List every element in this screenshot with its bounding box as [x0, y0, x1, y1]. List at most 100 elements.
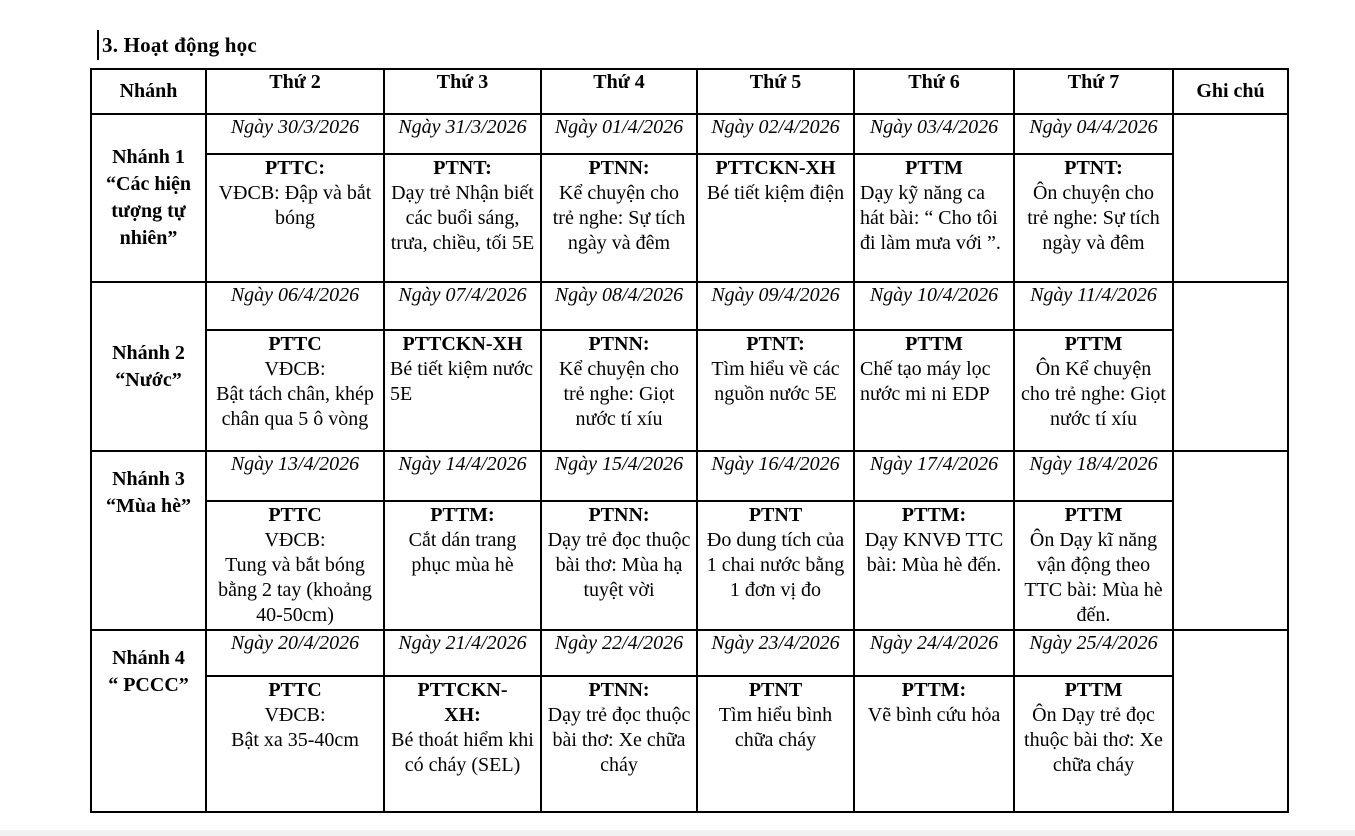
- activity-description: Ôn Dạy kĩ năng vận động theo TTC bài: Mù…: [1024, 529, 1163, 626]
- date-cell: Ngày 31/3/2026: [383, 113, 542, 155]
- activity-domain-label: PTTM:: [901, 504, 967, 526]
- activity-domain-label: PTTC: [268, 504, 322, 526]
- activity-description: Kể chuyện cho trẻ nghe: Giọt nước tí xíu: [559, 358, 679, 430]
- date-cell: Ngày 07/4/2026: [383, 281, 542, 331]
- date-cell: Ngày 21/4/2026: [383, 629, 542, 677]
- page-title-text: 3. Hoạt động học: [102, 32, 257, 57]
- activity-cell: PTTCKN-XH Bé tiết kiệm điện: [696, 153, 855, 283]
- column-header-thu-7: Thứ 7: [1013, 68, 1174, 115]
- activity-cell: PTNN: Kể chuyện cho trẻ nghe: Giọt nước …: [540, 329, 698, 452]
- page-title: 3. Hoạt động học: [97, 30, 257, 60]
- activity-description: Cắt dán trang phục mùa hè: [408, 529, 517, 576]
- activity-cell: PTNN: Dạy trẻ đọc thuộc bài thơ: Mùa hạ …: [540, 500, 698, 631]
- activity-cell: PTNT: Ôn chuyện cho trẻ nghe: Sự tích ng…: [1013, 153, 1174, 283]
- activity-description: Ôn Kể chuyện cho trẻ nghe: Giọt nước tí …: [1021, 358, 1166, 430]
- activity-domain-label: PTTC:: [265, 157, 325, 179]
- activity-description: VĐCB: Tung và bắt bóng bằng 2 tay (khoản…: [218, 529, 372, 626]
- branch-cell: Nhánh 1 “Các hiện tượng tự nhiên”: [90, 113, 207, 283]
- activity-domain-label: PTTC: [268, 679, 322, 701]
- date-cell: Ngày 17/4/2026: [853, 450, 1015, 502]
- date-cell: Ngày 13/4/2026: [205, 450, 385, 502]
- activity-cell: PTTM Chế tạo máy lọc nước mi ni EDP: [853, 329, 1015, 452]
- text-cursor: [97, 30, 99, 60]
- date-row: Nhánh 4 “ PCCC” Ngày 20/4/2026 Ngày 21/4…: [90, 629, 1289, 813]
- activity-description: Tìm hiểu về các nguồn nước 5E: [711, 358, 840, 405]
- activity-domain-label: PTTM:: [901, 679, 967, 701]
- activity-domain-label: PTNN:: [588, 333, 650, 355]
- activity-cell: PTNT: Dạy trẻ Nhận biết các buổi sáng, t…: [383, 153, 542, 283]
- column-header-thu-6: Thứ 6: [853, 68, 1015, 115]
- activity-cell: PTNN: Kể chuyện cho trẻ nghe: Sự tích ng…: [540, 153, 698, 283]
- activity-cell: PTTM: Cắt dán trang phục mùa hè: [383, 500, 542, 631]
- date-cell: Ngày 02/4/2026: [696, 113, 855, 155]
- activity-description: Tìm hiểu bình chữa cháy: [718, 704, 833, 751]
- activity-domain-label: PTTM: [905, 333, 963, 355]
- activity-row: PTTC: VĐCB: Đập và bắt bóng PTNT: Dạy tr…: [91, 153, 1288, 283]
- activity-domain-label: PTNT:: [1064, 157, 1123, 179]
- activity-cell: PTTC VĐCB: Bật xa 35-40cm: [205, 675, 385, 813]
- column-header-ghi-chu: Ghi chú: [1172, 68, 1289, 115]
- activity-domain-label: PTTM: [1064, 679, 1123, 701]
- activity-description: Ôn chuyện cho trẻ nghe: Sự tích ngày và …: [1027, 182, 1160, 254]
- date-cell: Ngày 10/4/2026: [853, 281, 1015, 331]
- activity-description: Dạy trẻ Nhận biết các buổi sáng, trưa, c…: [390, 182, 535, 254]
- date-cell: Ngày 25/4/2026: [1013, 629, 1174, 677]
- activity-description: Bé tiết kiệm điện: [706, 182, 845, 204]
- activity-cell: PTTC: VĐCB: Đập và bắt bóng: [205, 153, 385, 283]
- column-header-thu-3: Thứ 3: [383, 68, 542, 115]
- activity-description: Đo dung tích của 1 chai nước bằng 1 đơn …: [706, 529, 845, 601]
- activity-description: Ôn Dạy trẻ đọc thuộc bài thơ: Xe chữa ch…: [1024, 704, 1163, 776]
- branch-cell: Nhánh 4 “ PCCC”: [90, 629, 207, 813]
- activity-schedule-table: Nhánh Thứ 2 Thứ 3 Thứ 4 Thứ 5 Thứ 6 Thứ …: [90, 68, 1289, 813]
- date-cell: Ngày 03/4/2026: [853, 113, 1015, 155]
- activity-description: Bé tiết kiệm nước 5E: [390, 358, 534, 405]
- activity-domain-label: PTNN:: [588, 157, 650, 179]
- date-row: Nhánh 2 “Nước” Ngày 06/4/2026 Ngày 07/4/…: [90, 281, 1289, 452]
- date-cell: Ngày 08/4/2026: [540, 281, 698, 331]
- activity-domain-label: PTTCKN- XH:: [417, 679, 508, 726]
- activity-cell: PTTM Ôn Kể chuyện cho trẻ nghe: Giọt nướ…: [1013, 329, 1174, 452]
- date-cell: Ngày 04/4/2026: [1013, 113, 1174, 155]
- activity-cell: PTNT: Tìm hiểu về các nguồn nước 5E: [696, 329, 855, 452]
- activity-description: VĐCB: Bật tách chân, khép chân qua 5 ô v…: [216, 358, 374, 430]
- activity-cell: PTTCKN-XH Bé tiết kiệm nước 5E: [383, 329, 542, 452]
- header-row: Nhánh Thứ 2 Thứ 3 Thứ 4 Thứ 5 Thứ 6 Thứ …: [90, 68, 1289, 115]
- column-header-thu-5: Thứ 5: [696, 68, 855, 115]
- activity-description: Dạy trẻ đọc thuộc bài thơ: Mùa hạ tuyệt …: [547, 529, 691, 601]
- branch-cell: Nhánh 3 “Mùa hè”: [90, 450, 207, 631]
- activity-domain-label: PTNT: [748, 679, 803, 701]
- date-cell: Ngày 06/4/2026: [205, 281, 385, 331]
- activity-domain-label: PTTCKN-XH: [402, 333, 523, 355]
- column-header-thu-4: Thứ 4: [540, 68, 698, 115]
- activity-cell: PTTC VĐCB: Tung và bắt bóng bằng 2 tay (…: [205, 500, 385, 631]
- date-cell: Ngày 14/4/2026: [383, 450, 542, 502]
- column-header-nhanh: Nhánh: [90, 68, 207, 115]
- activity-description: VĐCB: Đập và bắt bóng: [218, 182, 372, 229]
- activity-cell: PTTM Ôn Dạy kĩ năng vận động theo TTC bà…: [1013, 500, 1174, 631]
- date-row: Nhánh 3 “Mùa hè” Ngày 13/4/2026 Ngày 14/…: [90, 450, 1289, 631]
- activity-domain-label: PTTM: [1064, 333, 1123, 355]
- activity-description: Chế tạo máy lọc nước mi ni EDP: [860, 358, 991, 405]
- activity-description: Bé thoát hiểm khi có cháy (SEL): [391, 729, 534, 776]
- notes-cell: [1172, 450, 1289, 631]
- activity-cell: PTNN: Dạy trẻ đọc thuộc bài thơ: Xe chữa…: [540, 675, 698, 813]
- date-cell: Ngày 22/4/2026: [540, 629, 698, 677]
- activity-domain-label: PTTM: [905, 157, 963, 179]
- activity-domain-label: PTTM: [1064, 504, 1123, 526]
- date-cell: Ngày 09/4/2026: [696, 281, 855, 331]
- activity-description: Kể chuyện cho trẻ nghe: Sự tích ngày và …: [552, 182, 686, 254]
- activity-domain-label: PTNT: [748, 504, 803, 526]
- date-cell: Ngày 24/4/2026: [853, 629, 1015, 677]
- date-cell: Ngày 18/4/2026: [1013, 450, 1174, 502]
- notes-cell: [1172, 281, 1289, 452]
- activity-description: Vẽ bình cứu hỏa: [867, 704, 1001, 726]
- activity-domain-label: PTNN:: [588, 504, 650, 526]
- activity-description: VĐCB: Bật xa 35-40cm: [231, 704, 359, 751]
- activity-cell: PTNT Tìm hiểu bình chữa cháy: [696, 675, 855, 813]
- activity-cell: PTTM: Vẽ bình cứu hỏa: [853, 675, 1015, 813]
- date-cell: Ngày 01/4/2026: [540, 113, 698, 155]
- activity-cell: PTTM: Dạy KNVĐ TTC bài: Mùa hè đến.: [853, 500, 1015, 631]
- branch-cell: Nhánh 2 “Nước”: [90, 281, 207, 452]
- date-cell: Ngày 20/4/2026: [205, 629, 385, 677]
- activity-domain-label: PTTM:: [430, 504, 495, 526]
